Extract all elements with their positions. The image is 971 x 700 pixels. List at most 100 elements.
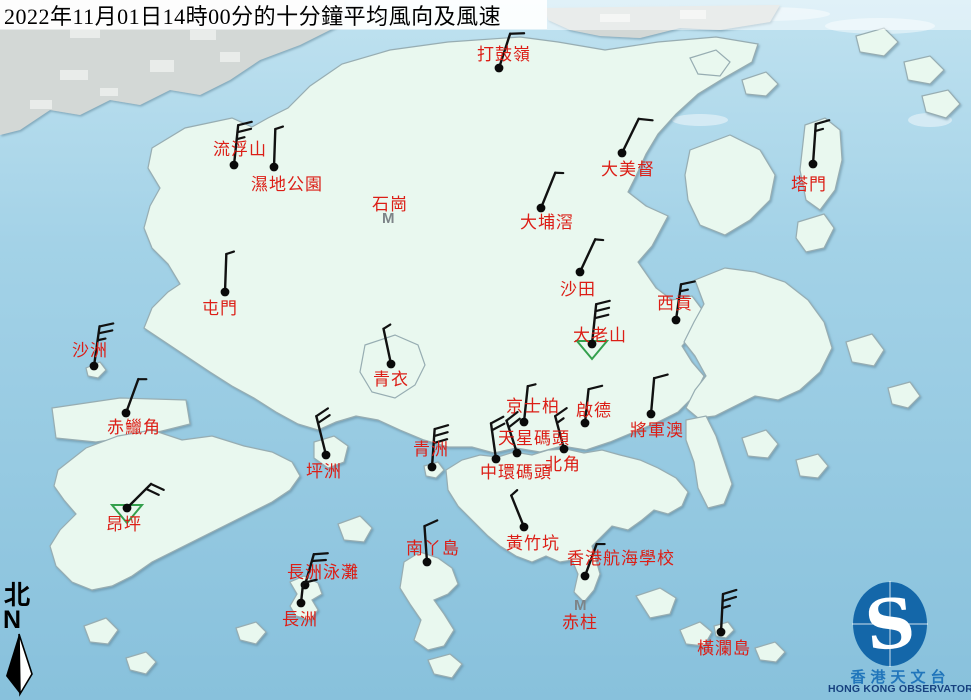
station-dot [296, 598, 306, 608]
svg-text:S: S [862, 583, 919, 668]
station [489, 415, 506, 464]
north-compass: 北 N [2, 582, 42, 700]
wind-barb-feather [721, 604, 732, 610]
station [422, 519, 439, 567]
lantau-island [49, 429, 301, 591]
wind-barb-feather [96, 337, 107, 342]
wind-barb-feather [225, 250, 236, 256]
wind-barb-staff [578, 238, 597, 274]
station [109, 482, 165, 525]
wind-barb-feather [316, 414, 331, 425]
station-dot [646, 409, 656, 419]
station-dot [122, 503, 132, 513]
wind-barb-feather [593, 313, 610, 320]
wind-barb-feather [510, 489, 519, 497]
station [382, 323, 396, 369]
station [121, 377, 148, 418]
wind-barb-feather [97, 329, 114, 335]
sai-kung-peninsula [683, 267, 833, 419]
hko-logo-en-label: HONG KONG OBSERVATORY [828, 683, 971, 695]
station [427, 424, 450, 472]
station-dot [269, 162, 279, 172]
station [580, 384, 604, 428]
station-dot [580, 418, 590, 428]
wind-barb-staff [303, 553, 316, 587]
wind-barb-feather [382, 323, 392, 330]
hko-logo-cn-label: 香港天文台 [850, 670, 951, 686]
wind-barb-feather [554, 407, 568, 418]
wind-barb-feather [433, 424, 450, 431]
wind-barb-feather [637, 117, 654, 122]
wind-barb-staff [272, 127, 277, 169]
wind-barb-feather [315, 407, 330, 418]
station [229, 120, 253, 170]
wind-barb-staff [674, 283, 683, 322]
wind-barb-staff [223, 252, 228, 294]
wind-barb-staff [649, 376, 656, 416]
station [580, 542, 606, 581]
wind-barb-feather [433, 431, 449, 438]
map-title: 2022年11月01日14時00分的十分鐘平均風向及風速 [4, 3, 502, 29]
station [808, 119, 831, 169]
hko-logo: S 香港天文台 HONG KONG OBSERVATORY [828, 576, 971, 700]
wind-barb-feather [721, 588, 738, 596]
wind-barb-staff [620, 117, 640, 155]
station [89, 322, 115, 371]
station-dot [580, 571, 590, 581]
station [536, 171, 565, 213]
title-bar: 2022年11月01日14時00分的十分鐘平均風向及風速 [0, 0, 547, 29]
station [494, 32, 526, 73]
station-dot [121, 408, 131, 418]
wind-barb-staff [423, 524, 429, 564]
station-dot [617, 148, 627, 158]
wind-barb-staff [539, 171, 557, 210]
wind-barb-staff [430, 427, 436, 469]
wind-barb-staff [719, 592, 725, 634]
wind-barb-staff [522, 384, 529, 424]
wind-barb-staff [583, 542, 598, 578]
wind-barb-feather [312, 552, 329, 556]
landmass [49, 27, 961, 679]
station-dot [519, 522, 529, 532]
wind-barb-feather [507, 417, 521, 429]
station [220, 250, 236, 297]
station [574, 299, 611, 361]
station [269, 125, 285, 172]
north-arrow-icon [6, 633, 33, 697]
tap-mun-island [799, 117, 843, 211]
station-dot [89, 361, 99, 371]
station-dot [536, 203, 546, 213]
wind-barb-feather [595, 299, 611, 306]
station [315, 407, 331, 460]
station-dot [220, 287, 230, 297]
station-dot [321, 450, 331, 460]
wind-barb-feather [432, 438, 449, 445]
station-dot [716, 627, 726, 637]
wind-barb-feather [814, 127, 825, 133]
wind-barb-feather [301, 578, 318, 585]
station [554, 407, 569, 454]
wind-barb-feather [144, 487, 160, 496]
station [519, 383, 537, 427]
hko-logo-icon: S [852, 581, 928, 668]
wind-barb-feather [235, 136, 246, 141]
wind-barb-staff [554, 414, 566, 451]
north-hanzi-label: 北 [4, 581, 31, 610]
station [575, 238, 605, 277]
wind-barb-staff [497, 32, 512, 70]
wind-barb-staff [124, 377, 140, 415]
station-dot [559, 444, 569, 454]
wind-barb-feather [274, 125, 285, 131]
station-dot [512, 448, 522, 458]
station-dot [427, 462, 437, 472]
wind-barb-feather [679, 280, 696, 286]
wind-barb-feather [149, 482, 165, 491]
station-dot [229, 160, 239, 170]
wind-barb-feather [237, 120, 253, 127]
station-dot [386, 359, 396, 369]
station-dot [519, 417, 529, 427]
station [505, 410, 522, 458]
wind-barb-feather [814, 119, 831, 126]
